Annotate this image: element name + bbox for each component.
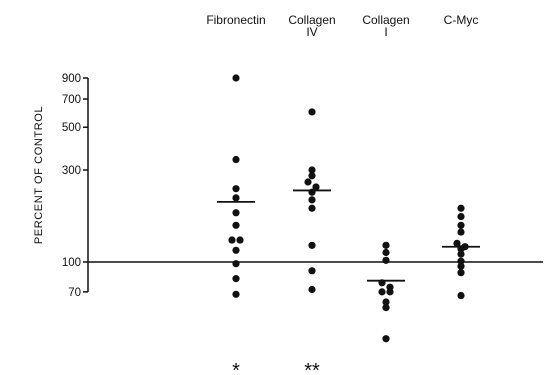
data-points [228, 74, 469, 343]
data-point [308, 267, 316, 275]
y-tick-label: 500 [62, 122, 81, 134]
data-point [232, 185, 240, 193]
data-point [232, 260, 240, 268]
data-point [232, 74, 240, 82]
y-tick-labels: 70 100 300 500 700 900 [62, 73, 81, 299]
y-tick-label: 100 [62, 257, 81, 269]
data-point [457, 212, 465, 221]
column-header-label: Fibronectin [206, 13, 265, 27]
column-header-label: Collagen [362, 13, 409, 27]
data-point [457, 269, 465, 277]
data-point [457, 291, 465, 300]
mean-markers [217, 189, 480, 282]
data-point [308, 204, 316, 212]
significance-marker: * [232, 360, 240, 375]
data-point [308, 196, 316, 204]
data-point [382, 304, 390, 312]
y-tick-label: 70 [68, 287, 81, 299]
data-point [378, 288, 386, 296]
data-point [382, 241, 390, 249]
data-point [382, 256, 390, 264]
data-point [308, 172, 316, 180]
data-point [457, 262, 465, 270]
column-header-label: I [384, 25, 387, 39]
data-point [232, 275, 240, 283]
column-header-label: Collagen [288, 13, 335, 27]
data-point [228, 236, 236, 244]
data-point [457, 250, 465, 258]
y-tick-label: 900 [62, 73, 81, 85]
data-point [457, 257, 465, 265]
data-point [386, 288, 394, 296]
data-point [308, 166, 316, 174]
data-point [236, 236, 244, 244]
column-header-label: IV [306, 25, 317, 39]
data-point [382, 335, 390, 343]
data-point [457, 228, 465, 236]
data-point [457, 221, 465, 229]
y-axis [83, 77, 89, 293]
data-point [382, 298, 390, 306]
data-point [312, 183, 320, 191]
data-point [232, 194, 240, 202]
significance-markers: * ** [232, 360, 320, 375]
y-axis-label: PERCENT OF CONTROL [33, 106, 45, 244]
data-point [232, 246, 240, 254]
data-point [382, 248, 390, 257]
data-point [453, 239, 461, 247]
data-point [457, 204, 465, 212]
data-point [232, 155, 240, 164]
data-point [232, 290, 240, 298]
data-point [308, 108, 316, 116]
y-tick-label: 300 [62, 165, 81, 177]
column-header-label: C-Myc [444, 13, 479, 27]
data-point [308, 241, 316, 249]
data-point [304, 178, 312, 186]
significance-marker: ** [304, 360, 320, 375]
data-point [232, 221, 240, 229]
data-point [232, 209, 240, 217]
y-tick-label: 700 [62, 94, 81, 106]
data-point [308, 285, 316, 294]
